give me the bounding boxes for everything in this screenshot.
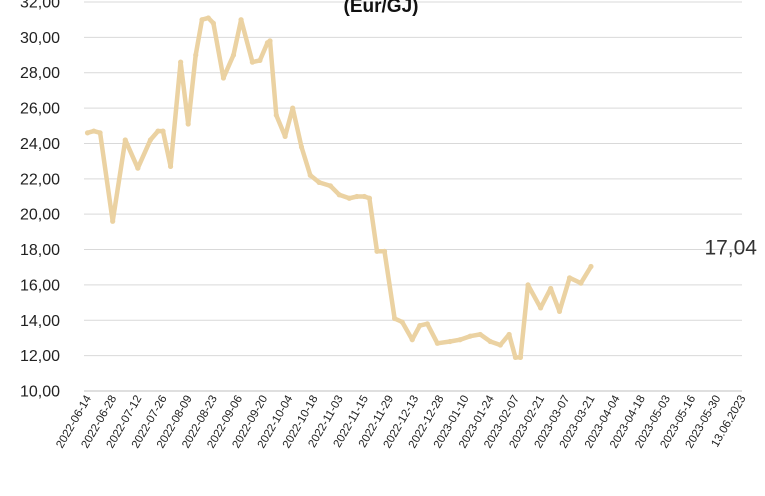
data-point (160, 128, 166, 134)
data-point (506, 331, 512, 338)
data-point (566, 275, 573, 281)
data-point (210, 20, 216, 26)
gridlines (84, 1, 742, 357)
data-point (193, 52, 199, 58)
y-tick-label: 24,00 (20, 136, 60, 153)
data-point (497, 342, 503, 348)
data-point (424, 321, 430, 327)
data-point (91, 128, 97, 134)
data-point (409, 337, 415, 343)
chart-title: (Eur/GJ) (344, 0, 419, 17)
data-point (167, 163, 174, 170)
data-point (267, 38, 273, 44)
y-tick-label: 22,00 (20, 171, 60, 188)
y-axis-tick-labels: 10,00 12,00 14,00 16,00 18,00 20,00 22,00 24,00… (20, 0, 60, 401)
data-point (316, 179, 322, 185)
y-tick-label: 18,00 (20, 242, 60, 259)
data-point (374, 248, 380, 254)
data-point (517, 354, 524, 361)
data-point (249, 59, 255, 65)
data-point (122, 137, 128, 143)
y-tick-label: 32,00 (20, 0, 60, 12)
y-tick-label: 16,00 (20, 277, 60, 294)
data-point (361, 193, 368, 200)
data-point (467, 333, 473, 339)
data-point (273, 112, 279, 118)
data-point (588, 263, 594, 270)
data-point (257, 57, 263, 63)
data-point (538, 305, 544, 311)
data-point (220, 75, 227, 81)
data-point (346, 195, 352, 201)
price-series-line (85, 15, 594, 360)
data-point (307, 172, 313, 178)
data-point (147, 137, 154, 143)
y-tick-label: 12,00 (20, 348, 60, 365)
data-point (290, 105, 296, 111)
data-point (512, 354, 519, 361)
data-point (487, 338, 493, 345)
last-value-label: 17,04 (704, 237, 757, 260)
data-point (185, 121, 191, 127)
y-tick-label: 14,00 (20, 313, 60, 330)
y-tick-label: 30,00 (20, 30, 60, 47)
data-point (548, 285, 554, 292)
data-point (298, 144, 305, 150)
data-point (155, 128, 161, 134)
data-point (392, 315, 398, 322)
data-point (205, 15, 211, 21)
data-point (366, 195, 373, 201)
y-tick-label: 28,00 (20, 65, 60, 82)
y-tick-label: 10,00 (20, 384, 60, 401)
data-point (381, 248, 388, 254)
data-point (230, 52, 237, 58)
data-point (556, 308, 563, 315)
x-axis-tick-labels: 2022-06-142022-06-282022-07-122022-07-26… (54, 393, 748, 450)
data-point (578, 280, 584, 286)
data-point (477, 331, 483, 338)
data-point (525, 282, 531, 288)
data-point (457, 337, 463, 343)
data-point (199, 17, 205, 23)
y-tick-label: 20,00 (20, 207, 60, 224)
data-point (327, 183, 334, 189)
y-tick-label: 26,00 (20, 101, 60, 118)
data-point (417, 322, 423, 329)
data-point (336, 192, 342, 198)
data-point (447, 338, 453, 345)
data-point (434, 340, 441, 346)
price-series-points (84, 15, 594, 361)
data-point (238, 17, 244, 23)
data-point (84, 130, 91, 136)
data-point (97, 130, 103, 136)
data-point (135, 165, 141, 171)
data-point (282, 133, 288, 139)
data-point (399, 319, 405, 325)
data-point (354, 193, 360, 200)
data-point (178, 59, 184, 65)
data-point (110, 218, 116, 224)
